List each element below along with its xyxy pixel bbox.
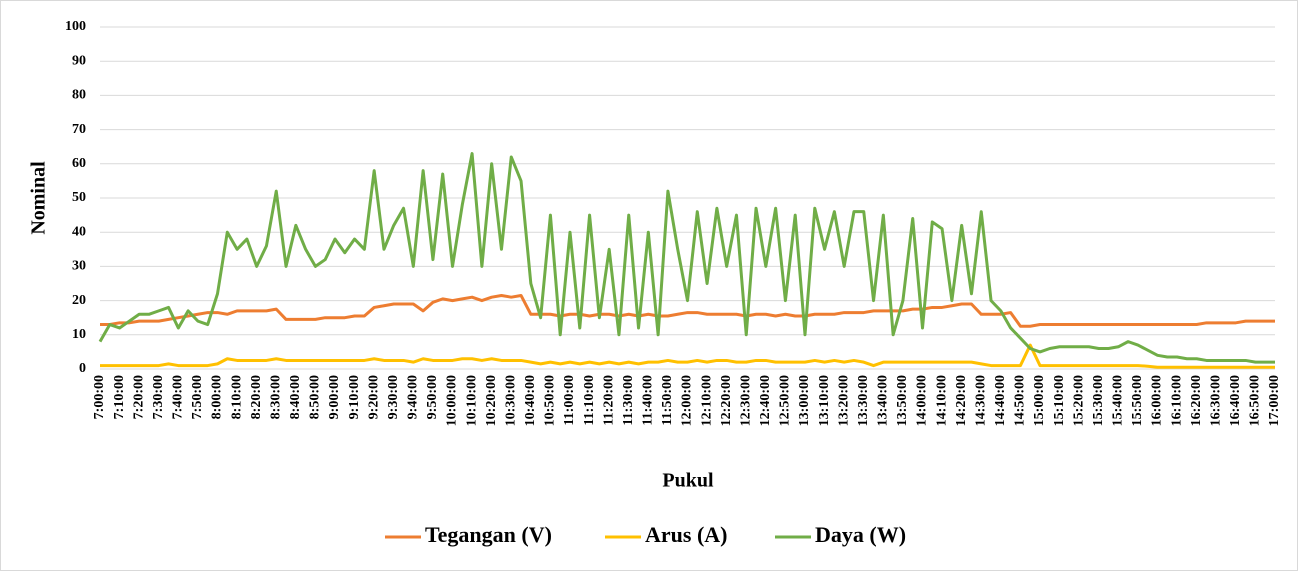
- x-tick-label: 13:10:00: [817, 375, 832, 426]
- y-tick-label: 20: [72, 293, 86, 308]
- x-tick-label: 16:20:00: [1189, 375, 1204, 426]
- y-tick-label: 90: [72, 53, 86, 68]
- x-tick-label: 8:10:00: [229, 375, 244, 419]
- x-tick-label: 11:30:00: [621, 375, 636, 426]
- x-tick-label: 12:40:00: [758, 375, 773, 426]
- x-tick-label: 11:00:00: [562, 375, 577, 426]
- x-tick-label: 10:20:00: [484, 375, 499, 426]
- x-tick-label: 15:00:00: [1032, 375, 1047, 426]
- x-tick-label: 12:30:00: [738, 375, 753, 426]
- data-line: [98, 152, 1275, 364]
- x-tick-label: 15:30:00: [1091, 375, 1106, 426]
- x-tick-label: 9:50:00: [425, 375, 440, 419]
- x-tick-label: 11:40:00: [641, 375, 656, 426]
- x-tick-label: 7:50:00: [190, 375, 205, 419]
- x-tick-label: 10:50:00: [543, 375, 558, 426]
- y-tick-label: 100: [65, 19, 86, 34]
- y-tick-label: 60: [72, 156, 86, 171]
- x-tick-label: 8:40:00: [288, 375, 303, 419]
- x-tick-label: 10:10:00: [464, 375, 479, 426]
- x-tick-label: 12:50:00: [778, 375, 793, 426]
- x-tick-label: 15:40:00: [1111, 375, 1126, 426]
- legend-label: Tegangan (V): [425, 522, 552, 547]
- x-tick-label: 13:20:00: [836, 375, 851, 426]
- x-tick-label: 8:30:00: [268, 375, 283, 419]
- data-line: [100, 293, 1275, 328]
- x-tick-label: 14:00:00: [915, 375, 930, 426]
- y-axis-title: Nominal: [28, 161, 50, 235]
- x-tick-label: 16:40:00: [1228, 375, 1243, 426]
- x-tick-label: 8:00:00: [210, 375, 225, 419]
- y-tick-label: 50: [72, 190, 86, 205]
- legend-label: Arus (A): [645, 522, 728, 547]
- data-line: [100, 343, 1275, 369]
- x-tick-label: 7:10:00: [112, 375, 127, 419]
- x-tick-label: 10:40:00: [523, 375, 538, 426]
- x-tick-label: 10:00:00: [445, 375, 460, 426]
- x-tick-label: 12:20:00: [719, 375, 734, 426]
- x-tick-label: 13:40:00: [876, 375, 891, 426]
- x-tick-label: 7:40:00: [171, 375, 186, 419]
- x-tick-label: 14:10:00: [934, 375, 949, 426]
- x-tick-label: 8:50:00: [308, 375, 323, 419]
- x-tick-label: 16:30:00: [1208, 375, 1223, 426]
- x-tick-label: 10:30:00: [503, 375, 518, 426]
- x-axis-title: Pukul: [662, 470, 714, 492]
- x-tick-label: 14:30:00: [973, 375, 988, 426]
- y-tick-label: 70: [72, 122, 86, 137]
- x-tick-label: 7:20:00: [131, 375, 146, 419]
- x-tick-label: 12:00:00: [680, 375, 695, 426]
- y-tick-label: 80: [72, 88, 86, 103]
- x-tick-label: 12:10:00: [699, 375, 714, 426]
- x-tick-label: 13:30:00: [856, 375, 871, 426]
- x-tick-label: 15:20:00: [1071, 375, 1086, 426]
- x-tick-label: 14:20:00: [954, 375, 969, 426]
- x-tick-label: 13:00:00: [797, 375, 812, 426]
- x-tick-label: 16:50:00: [1248, 375, 1263, 426]
- x-tick-label: 7:00:00: [92, 375, 107, 419]
- x-tick-label: 7:30:00: [151, 375, 166, 419]
- x-tick-label: 9:10:00: [347, 375, 362, 419]
- x-tick-label: 8:20:00: [249, 375, 264, 419]
- x-tick-label: 16:10:00: [1169, 375, 1184, 426]
- x-tick-label: 17:00:00: [1267, 375, 1282, 426]
- x-tick-label: 9:00:00: [327, 375, 342, 419]
- x-tick-label: 11:10:00: [582, 375, 597, 426]
- x-tick-label: 11:20:00: [601, 375, 616, 426]
- x-tick-label: 16:00:00: [1150, 375, 1165, 426]
- x-tick-label: 11:50:00: [660, 375, 675, 426]
- y-tick-label: 30: [72, 259, 86, 274]
- legend-label: Daya (W): [815, 522, 906, 547]
- y-tick-label: 10: [72, 327, 86, 342]
- x-tick-label: 15:10:00: [1052, 375, 1067, 426]
- x-tick-label: 14:50:00: [1013, 375, 1028, 426]
- x-tick-label: 9:30:00: [386, 375, 401, 419]
- x-tick-label: 14:40:00: [993, 375, 1008, 426]
- x-tick-label: 9:20:00: [366, 375, 381, 419]
- x-tick-label: 15:50:00: [1130, 375, 1145, 426]
- y-tick-label: 0: [79, 361, 86, 376]
- x-tick-label: 9:40:00: [406, 375, 421, 419]
- y-tick-label: 40: [72, 224, 86, 239]
- x-tick-label: 13:50:00: [895, 375, 910, 426]
